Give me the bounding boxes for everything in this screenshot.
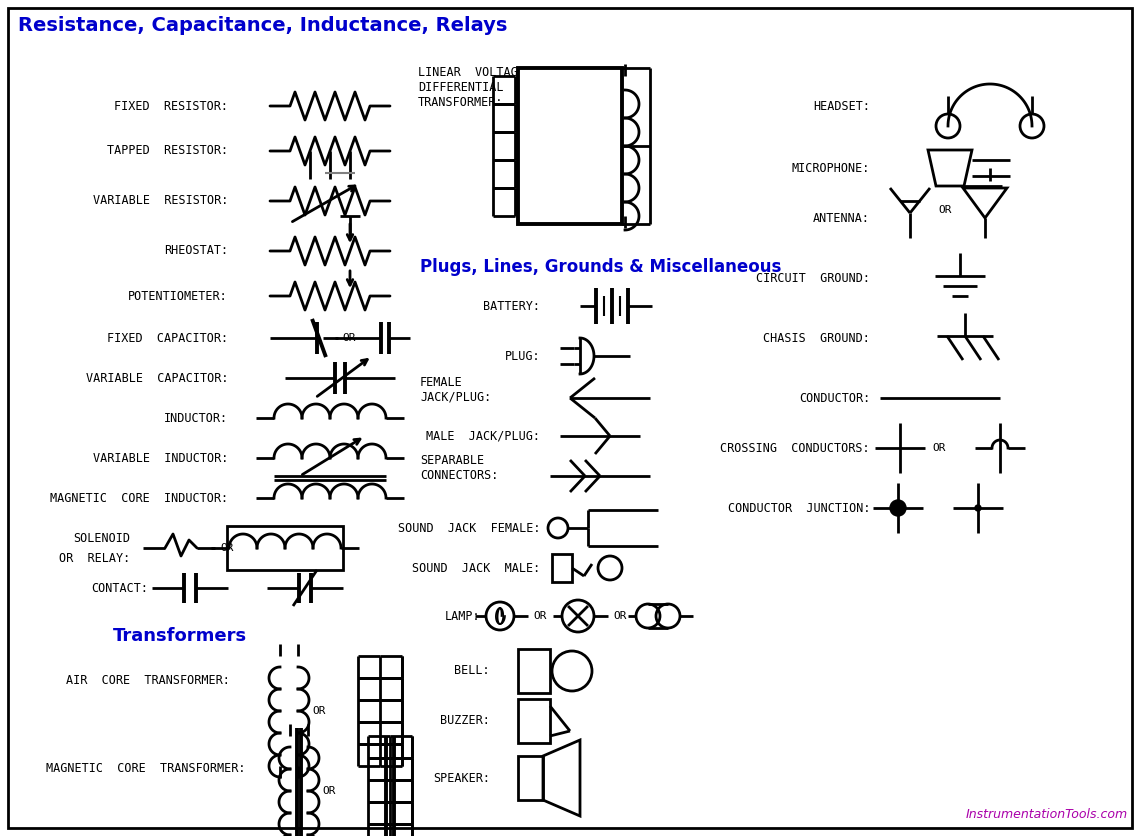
Text: POTENTIOMETER:: POTENTIOMETER: [128, 289, 228, 303]
Bar [518, 699, 549, 743]
Text: OR: OR [938, 205, 952, 215]
Bar [518, 649, 549, 693]
Text: OR: OR [342, 333, 356, 343]
Text: SOLENOID: SOLENOID [73, 532, 130, 544]
Text: Plugs, Lines, Grounds & Miscellaneous: Plugs, Lines, Grounds & Miscellaneous [420, 258, 781, 276]
Text: CIRCUIT  GROUND:: CIRCUIT GROUND: [756, 272, 870, 284]
Text: PLUG:: PLUG: [504, 349, 540, 363]
Text: LAMP:: LAMP: [445, 609, 480, 623]
Text: OR: OR [220, 543, 234, 553]
Text: BUZZER:: BUZZER: [440, 715, 490, 727]
Text: VARIABLE  RESISTOR:: VARIABLE RESISTOR: [92, 195, 228, 207]
Text: CHASIS  GROUND:: CHASIS GROUND: [763, 332, 870, 344]
Bar [227, 526, 343, 570]
Bar [518, 68, 622, 224]
Text: VARIABLE  CAPACITOR:: VARIABLE CAPACITOR: [86, 371, 228, 385]
Text: HEADSET:: HEADSET: [813, 99, 870, 113]
Text: OR: OR [312, 706, 326, 716]
Circle shape [975, 505, 982, 511]
Bar [518, 756, 543, 800]
Text: SOUND  JACK  FEMALE:: SOUND JACK FEMALE: [398, 522, 540, 534]
Text: MAGNETIC  CORE  TRANSFORMER:: MAGNETIC CORE TRANSFORMER: [46, 762, 245, 774]
Text: Resistance, Capacitance, Inductance, Relays: Resistance, Capacitance, Inductance, Rel… [18, 16, 507, 35]
Text: OR: OR [534, 611, 546, 621]
Text: AIR  CORE  TRANSFORMER:: AIR CORE TRANSFORMER: [66, 675, 230, 687]
Text: CONDUCTOR  JUNCTION:: CONDUCTOR JUNCTION: [727, 502, 870, 514]
Circle shape [890, 500, 906, 516]
Text: FIXED  CAPACITOR:: FIXED CAPACITOR: [107, 332, 228, 344]
Text: CROSSING  CONDUCTORS:: CROSSING CONDUCTORS: [720, 441, 870, 455]
Text: OR: OR [613, 611, 627, 621]
Text: BELL:: BELL: [455, 665, 490, 677]
Text: MAGNETIC  CORE  INDUCTOR:: MAGNETIC CORE INDUCTOR: [50, 492, 228, 504]
Text: OR  RELAY:: OR RELAY: [59, 552, 130, 564]
Text: LINEAR  VOLTAGE
DIFFERENTIAL
TRANSFORMER:: LINEAR VOLTAGE DIFFERENTIAL TRANSFORMER: [418, 66, 524, 109]
Text: TAPPED  RESISTOR:: TAPPED RESISTOR: [107, 145, 228, 157]
Text: CONTACT:: CONTACT: [91, 582, 148, 594]
Text: MALE  JACK/PLUG:: MALE JACK/PLUG: [426, 430, 540, 442]
Text: InstrumentationTools.com: InstrumentationTools.com [966, 808, 1127, 821]
Text: OR: OR [933, 443, 945, 453]
Text: CONDUCTOR:: CONDUCTOR: [799, 391, 870, 405]
Text: Transformers: Transformers [113, 627, 247, 645]
Bar [552, 554, 572, 582]
Text: SOUND  JACK  MALE:: SOUND JACK MALE: [412, 562, 540, 574]
Text: MICROPHONE:: MICROPHONE: [791, 161, 870, 175]
Text: ANTENNA:: ANTENNA: [813, 212, 870, 225]
Text: SEPARABLE
CONNECTORS:: SEPARABLE CONNECTORS: [420, 454, 498, 482]
Text: BATTERY:: BATTERY: [483, 299, 540, 313]
Text: FEMALE
JACK/PLUG:: FEMALE JACK/PLUG: [420, 376, 491, 404]
Text: INDUCTOR:: INDUCTOR: [164, 411, 228, 425]
Text: VARIABLE  INDUCTOR:: VARIABLE INDUCTOR: [92, 451, 228, 465]
Text: RHEOSTAT:: RHEOSTAT: [164, 244, 228, 257]
Text: OR: OR [321, 786, 335, 796]
Text: FIXED  RESISTOR:: FIXED RESISTOR: [114, 99, 228, 113]
Text: SPEAKER:: SPEAKER: [433, 772, 490, 784]
